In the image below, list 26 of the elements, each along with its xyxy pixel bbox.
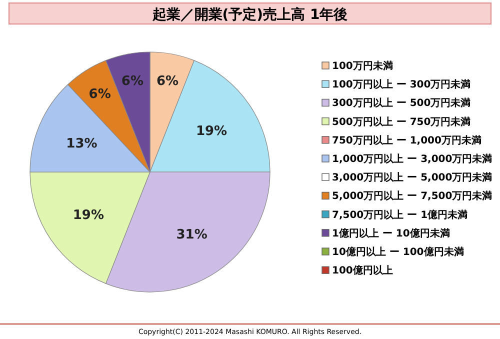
data-label: 6% xyxy=(121,74,144,90)
legend-label: 7,500万円以上 ー 1億円未満 xyxy=(332,208,468,221)
legend-label: 3,000万円以上 ー 5,000万円未満 xyxy=(332,172,492,184)
legend-label: 100万円以上 ー 300万円未満 xyxy=(332,78,471,91)
data-label: 13% xyxy=(66,136,98,152)
data-label: 6% xyxy=(88,86,111,102)
legend-label: 5,000万円以上 ー 7,500万円未満 xyxy=(332,190,492,202)
legend-label: 100万円未満 xyxy=(332,60,393,72)
title: 起業／開業(予定)売上高 1年後 xyxy=(8,2,492,24)
pie-slice xyxy=(30,84,150,172)
pie-slice xyxy=(30,172,150,284)
pie-slice xyxy=(150,60,270,172)
legend-label: 1,000万円以上 ー 3,000万円未満 xyxy=(332,153,492,165)
legend-label: 500万円以上 ー 750万円未満 xyxy=(332,116,471,128)
legend-label: 1億円以上 ー 10億円未満 xyxy=(332,227,450,240)
data-label: 19% xyxy=(196,124,228,140)
data-label: 31% xyxy=(176,228,208,243)
pie-slice xyxy=(106,172,270,292)
chart-title: 起業／開業(予定)売上高 1年後 xyxy=(151,6,348,23)
legend-label: 100億円以上 xyxy=(332,264,393,277)
data-label: 6% xyxy=(156,74,179,90)
legend-label: 750万円以上 ー 1,000万円未満 xyxy=(332,134,482,146)
data-label: 19% xyxy=(72,208,104,223)
legend-label: 300万円以上 ー 500万円未満 xyxy=(332,97,471,110)
legend-label: 10億円以上 ー 100億円未満 xyxy=(332,246,464,258)
pie-slice xyxy=(68,60,150,172)
